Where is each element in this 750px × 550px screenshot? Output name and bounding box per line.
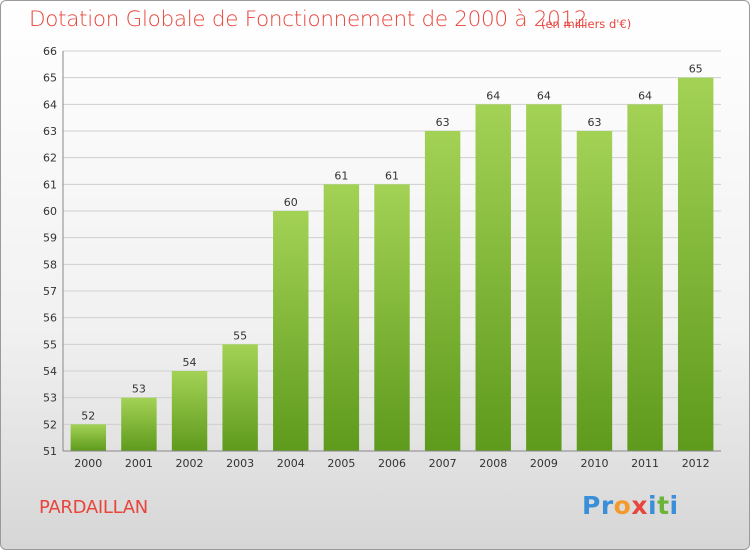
bar: [475, 104, 511, 451]
bar: [121, 397, 157, 451]
chart-subtitle: (en milliers d'€): [541, 17, 632, 31]
bar: [222, 344, 258, 451]
y-tick-label: 51: [43, 445, 57, 458]
bar: [576, 131, 613, 451]
data-label: 64: [537, 89, 551, 102]
y-tick-label: 60: [43, 205, 57, 218]
bars: [70, 77, 714, 452]
data-label: 60: [284, 196, 298, 209]
bar: [70, 424, 107, 451]
bar: [323, 184, 360, 452]
y-tick-label: 58: [43, 258, 57, 271]
bar: [171, 371, 208, 451]
data-label: 55: [233, 329, 247, 342]
bar: [627, 104, 663, 451]
chart-title: Dotation Globale de Fonctionnement de 20…: [29, 7, 588, 32]
y-tick-label: 61: [43, 178, 57, 191]
logo-letter: P: [582, 491, 601, 520]
x-tick-label: 2000: [74, 457, 102, 470]
data-label: 65: [689, 63, 703, 76]
y-tick-label: 52: [43, 418, 57, 431]
logo-letter: x: [631, 491, 648, 520]
logo-letter: i: [648, 491, 658, 520]
axes: [62, 51, 721, 452]
data-label: 53: [132, 383, 146, 396]
x-tick-label: 2005: [327, 457, 355, 470]
x-tick-label: 2007: [429, 457, 457, 470]
logo-letter: i: [669, 491, 679, 520]
logo-letter: o: [613, 491, 632, 520]
y-tick-label: 65: [43, 72, 57, 85]
y-tick-label: 64: [43, 98, 57, 111]
x-tick-label: 2008: [479, 457, 507, 470]
x-tick-label: 2006: [378, 457, 406, 470]
data-label: 63: [436, 116, 450, 129]
x-tick-label: 2010: [580, 457, 608, 470]
bar: [526, 104, 562, 451]
bar: [677, 77, 714, 452]
y-tick-label: 57: [43, 285, 57, 298]
data-label: 63: [587, 116, 601, 129]
bar: [424, 131, 461, 451]
data-label: 61: [334, 169, 348, 182]
y-tick-label: 66: [43, 45, 57, 58]
y-tick-label: 54: [43, 365, 57, 378]
x-tick-label: 2009: [530, 457, 558, 470]
x-tick-label: 2011: [631, 457, 659, 470]
logo-letter: r: [600, 491, 614, 520]
x-tick-label: 2004: [277, 457, 305, 470]
x-tick-label: 2003: [226, 457, 254, 470]
y-tick-label: 53: [43, 392, 57, 405]
x-tick-label: 2002: [176, 457, 204, 470]
logo-letter: t: [657, 491, 670, 520]
x-tick-label: 2012: [682, 457, 710, 470]
y-tick-label: 63: [43, 125, 57, 138]
y-tick-label: 55: [43, 338, 57, 351]
data-label: 64: [638, 89, 652, 102]
bar: [374, 184, 410, 452]
data-label: 52: [81, 409, 95, 422]
bar: [273, 211, 309, 451]
data-label: 61: [385, 169, 399, 182]
labels: 51 52 53 54 55 56 57 58 59 60 61 62 63 64 65 66 52 2000 53…: [43, 45, 710, 470]
proxiti-logo[interactable]: Proxiti: [582, 491, 679, 520]
data-label: 64: [486, 89, 500, 102]
y-tick-label: 56: [43, 312, 57, 325]
x-tick-label: 2001: [125, 457, 153, 470]
data-label: 54: [183, 356, 197, 369]
y-tick-label: 59: [43, 232, 57, 245]
commune-name: PARDAILLAN: [39, 497, 148, 518]
y-tick-label: 62: [43, 152, 57, 165]
